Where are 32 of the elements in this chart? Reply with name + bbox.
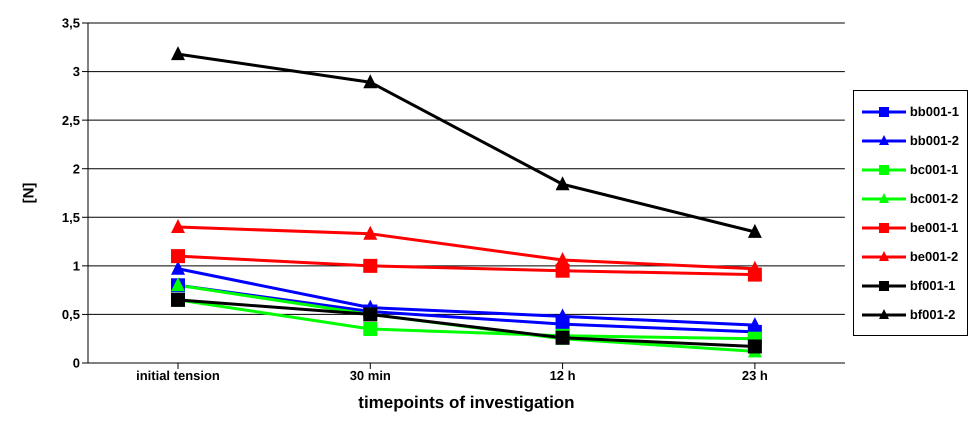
legend-label: be001-2: [910, 249, 958, 264]
point: [556, 252, 570, 266]
y-tick-label: 0: [72, 356, 80, 371]
y-tick-label: 1: [72, 258, 80, 274]
point: [363, 322, 378, 336]
x-tick-label: 30 min: [350, 368, 391, 384]
point: [748, 224, 762, 238]
x-axis-title: timepoints of investigation: [358, 393, 575, 412]
point: [363, 226, 378, 240]
x-tick-label: 23 h: [742, 368, 768, 384]
legend-label: bf001-1: [910, 278, 956, 293]
point: [171, 46, 185, 60]
point: [363, 258, 378, 273]
y-tick-label: 2: [72, 161, 80, 176]
y-axis-title: [N]: [20, 182, 38, 204]
point: [556, 176, 570, 190]
legend-label: bc001-1: [910, 162, 958, 177]
y-tick-label: 3,5: [62, 16, 80, 31]
legend-label: bf001-2: [910, 307, 956, 322]
legend-label: be001-1: [910, 220, 958, 235]
y-tick-label: 3: [72, 64, 80, 80]
point: [363, 74, 378, 88]
legend-label: bc001-2: [910, 191, 958, 206]
x-tick-label: initial tension: [136, 368, 220, 384]
legend-label: bb001-2: [910, 133, 959, 148]
y-tick-label: 0,5: [62, 307, 80, 322]
point: [171, 219, 185, 233]
point: [171, 249, 185, 264]
legend-label: bb001-1: [910, 104, 959, 119]
y-tick-label: 1,5: [62, 210, 80, 225]
y-tick-label: 2,5: [62, 112, 80, 128]
x-tick-label: 12 h: [550, 368, 576, 384]
